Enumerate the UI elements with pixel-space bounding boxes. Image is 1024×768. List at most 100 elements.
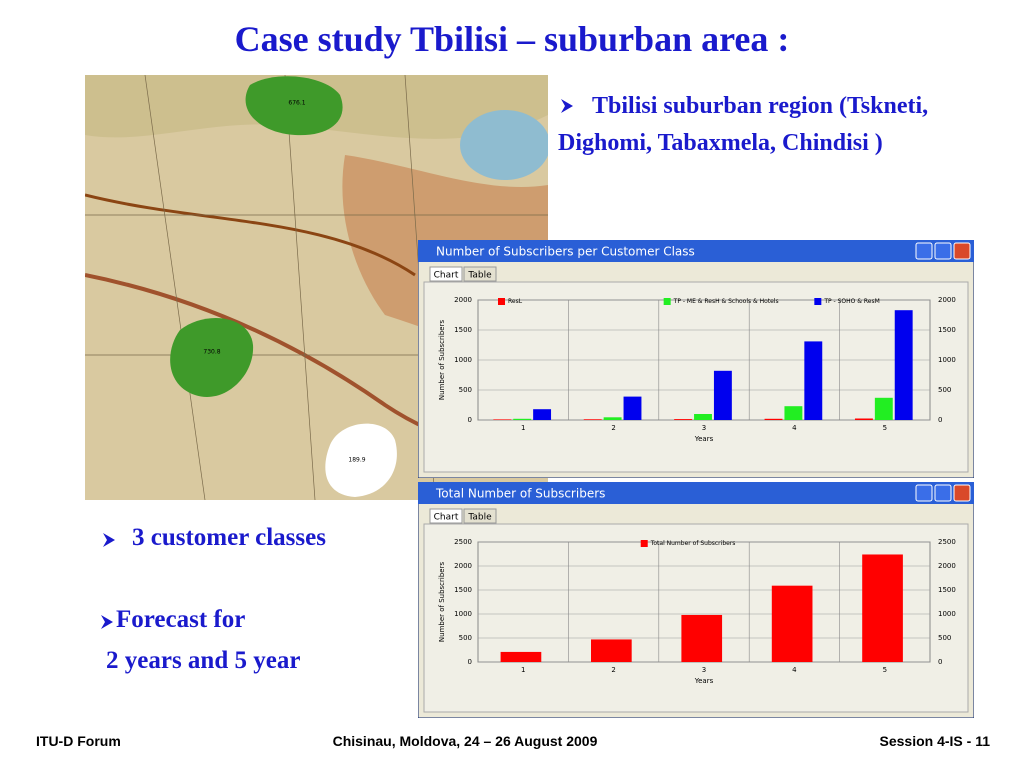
map-label: 676.1	[288, 100, 305, 107]
bullet-marker	[103, 533, 115, 547]
x-tick-label: 1	[521, 424, 525, 432]
x-tick-label: 1	[521, 666, 525, 674]
tab-label: Chart	[434, 513, 459, 523]
minimize-button[interactable]	[915, 242, 933, 260]
y2-tick-label: 1500	[938, 326, 956, 334]
bar	[804, 341, 823, 420]
slide-title: Case study Tbilisi – suburban area :	[234, 19, 790, 59]
y2-tick-label: 0	[938, 658, 942, 666]
y-tick-label: 1500	[454, 326, 472, 334]
legend-label: TP - ME & ResH & Schools & Hotels	[673, 298, 779, 305]
map-label: 189.9	[348, 457, 365, 464]
legend-swatch	[640, 540, 648, 547]
y2-tick-label: 500	[938, 386, 951, 394]
x-tick-label: 3	[702, 666, 706, 674]
y2-tick-label: 1000	[938, 356, 956, 364]
legend-swatch	[498, 298, 505, 305]
bar	[681, 614, 723, 662]
x-tick-label: 4	[792, 424, 797, 432]
y-tick-label: 0	[468, 416, 472, 424]
left-bullet: Forecast for	[116, 606, 246, 633]
window-title: Number of Subscribers per Customer Class	[436, 245, 695, 259]
bar	[862, 554, 903, 662]
x-tick-label: 2	[611, 424, 615, 432]
title-bar	[418, 482, 974, 504]
y2-tick-label: 1500	[938, 586, 956, 594]
legend-swatch	[814, 298, 822, 305]
bar	[854, 418, 873, 420]
y-tick-label: 1000	[454, 610, 472, 618]
bar	[513, 418, 532, 420]
close-button[interactable]	[953, 242, 971, 260]
bar	[533, 409, 552, 420]
footer-right: Session 4-IS - 11	[879, 733, 991, 749]
left-bullet: 2 years and 5 year	[106, 647, 301, 674]
close-button[interactable]	[953, 484, 971, 502]
bar	[500, 651, 542, 662]
x-tick-label: 3	[702, 424, 706, 432]
bar	[591, 639, 632, 662]
right-bullet: Tbilisi suburban region (Tskneti, Dighom…	[558, 93, 929, 156]
bar	[894, 310, 913, 420]
legend-label: ResL	[508, 298, 523, 305]
tab[interactable]	[463, 266, 497, 282]
y-tick-label: 500	[459, 634, 472, 642]
chart-window: Number of Subscribers per Customer Class…	[418, 240, 974, 478]
window-title: Total Number of Subscribers	[435, 487, 605, 501]
bar	[874, 397, 893, 420]
x-axis-label: Years	[694, 677, 714, 685]
bar	[764, 418, 783, 420]
bar	[694, 414, 712, 420]
footer-center: Chisinau, Moldova, 24 – 26 August 2009	[332, 733, 598, 749]
chart-window: Total Number of Subscribers Chart Table 0 0 5…	[418, 482, 974, 718]
y-tick-label: 0	[468, 658, 472, 666]
y-tick-label: 1000	[454, 356, 472, 364]
x-tick-label: 4	[792, 666, 797, 674]
bar	[603, 417, 622, 420]
tab-label: Table	[467, 513, 492, 523]
y-tick-label: 1500	[454, 586, 472, 594]
legend-label: TP - SOHO & ResM	[823, 298, 879, 305]
tab[interactable]	[463, 508, 497, 524]
y-axis-label: Number of Subscribers	[438, 562, 446, 643]
tab[interactable]	[429, 266, 463, 282]
bullet-marker	[101, 615, 113, 629]
bar	[493, 419, 512, 420]
y2-tick-label: 500	[938, 634, 951, 642]
map-lake	[460, 110, 548, 180]
tab-label: Table	[467, 271, 492, 281]
y-tick-label: 2500	[454, 538, 472, 546]
left-bullet: 3 customer classes	[132, 524, 326, 551]
bar	[623, 396, 642, 420]
bar	[674, 419, 693, 420]
legend-swatch	[663, 298, 671, 305]
tab[interactable]	[429, 508, 463, 524]
bar	[784, 406, 803, 420]
bar	[583, 419, 602, 420]
x-axis-label: Years	[694, 435, 714, 443]
map-zone	[325, 423, 397, 497]
y-tick-label: 2000	[454, 562, 472, 570]
map-road	[85, 193, 416, 277]
y2-tick-label: 2000	[938, 562, 956, 570]
x-tick-label: 5	[883, 666, 887, 674]
maximize-button[interactable]	[934, 484, 952, 502]
y2-tick-label: 1000	[938, 610, 956, 618]
legend-label: Total Number of Subscribers	[650, 540, 736, 547]
maximize-button[interactable]	[934, 242, 952, 260]
map-zone	[170, 318, 254, 397]
x-tick-label: 2	[611, 666, 615, 674]
title-bar	[418, 240, 974, 262]
y-tick-label: 2000	[454, 296, 472, 304]
bar	[771, 585, 813, 662]
map-label: 730.8	[203, 349, 220, 356]
y2-tick-label: 2000	[938, 296, 956, 304]
y-axis-label: Number of Subscribers	[438, 320, 446, 401]
map-zone	[245, 76, 343, 136]
minimize-button[interactable]	[915, 484, 933, 502]
y2-tick-label: 2500	[938, 538, 956, 546]
tab-label: Chart	[434, 271, 459, 281]
bar	[713, 370, 732, 420]
x-tick-label: 5	[883, 424, 887, 432]
